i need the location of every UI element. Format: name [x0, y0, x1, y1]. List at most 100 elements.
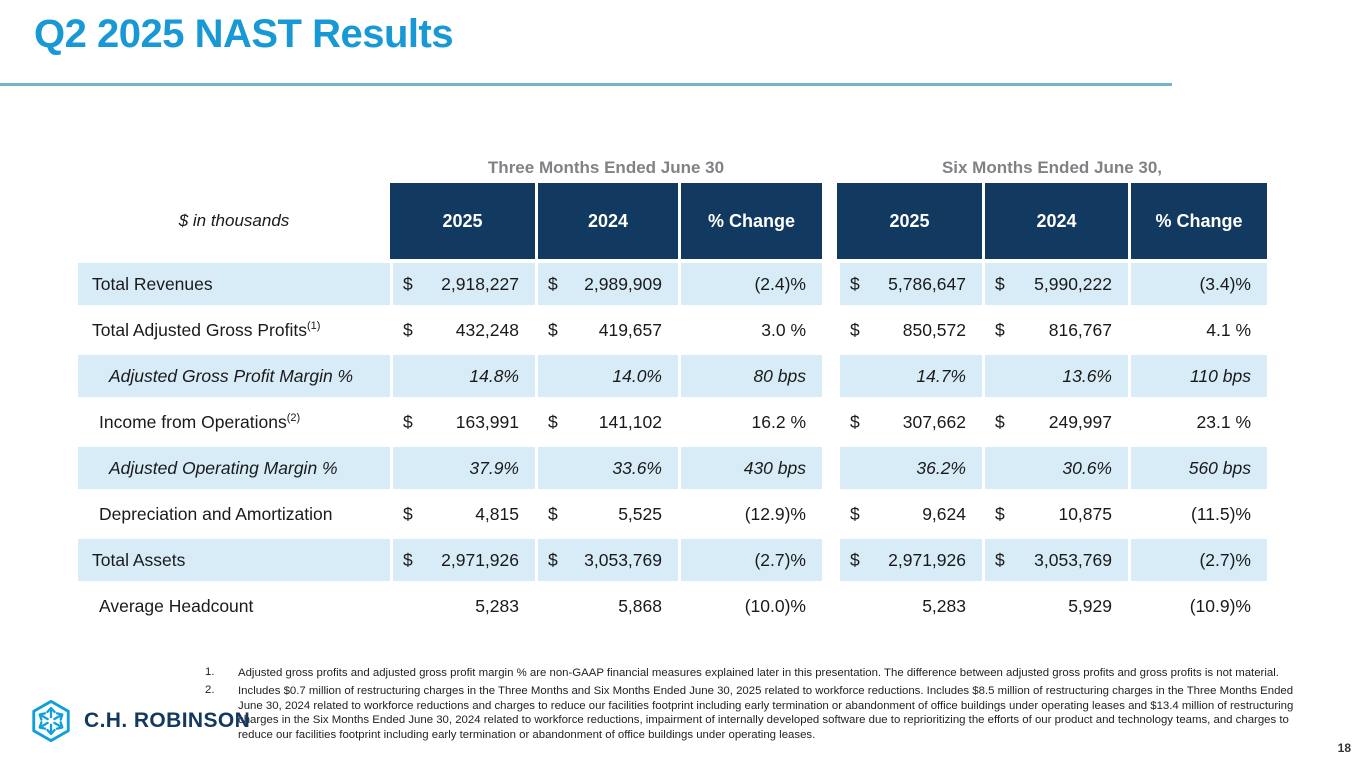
chrobinson-hexagon-icon	[32, 699, 70, 743]
cell-value: (10.0)%	[744, 595, 806, 616]
table-cell: $9,624	[837, 493, 982, 539]
cell-value: 5,786,647	[888, 273, 966, 294]
row-label: Total Assets	[78, 539, 390, 585]
cell-value: 419,657	[598, 319, 662, 340]
cell-value: 249,997	[1048, 411, 1112, 432]
column-gap	[822, 447, 837, 493]
column-gap	[822, 585, 837, 631]
column-header-2024: 2024	[535, 183, 678, 263]
cell-value: 23.1 %	[1196, 411, 1251, 432]
cell-value: 14.0%	[612, 365, 662, 386]
cell-value: 3,053,769	[584, 549, 662, 570]
row-label: Income from Operations (2)	[78, 401, 390, 447]
table-cell: 110 bps	[1128, 355, 1267, 401]
table-corner-spacer	[78, 158, 390, 183]
table-cell: $432,248	[390, 309, 535, 355]
row-label: Adjusted Gross Profit Margin %	[78, 355, 390, 401]
page-title: Q2 2025 NAST Results	[34, 12, 454, 56]
column-gap	[822, 309, 837, 355]
cell-dollar: $	[850, 503, 860, 524]
footnote-text: Includes $0.7 million of restructuring c…	[238, 684, 1294, 742]
cell-value: 560 bps	[1188, 457, 1251, 478]
cell-value: (10.9)%	[1189, 595, 1251, 616]
column-gap	[822, 263, 837, 309]
footnote-text: Adjusted gross profits and adjusted gros…	[238, 667, 1279, 679]
table-cell: 5,868	[535, 585, 678, 631]
table-cell: 5,929	[982, 585, 1128, 631]
cell-dollar: $	[548, 273, 558, 294]
units-label: $ in thousands	[78, 183, 390, 263]
cell-value: 110 bps	[1190, 365, 1251, 386]
footnotes: 1. Adjusted gross profits and adjusted g…	[205, 666, 1310, 746]
table-cell: 560 bps	[1128, 447, 1267, 493]
row-label-text: Average Headcount	[99, 595, 254, 616]
table-cell: $141,102	[535, 401, 678, 447]
group-title-three-months: Three Months Ended June 30	[487, 158, 725, 177]
table-cell: $5,525	[535, 493, 678, 539]
column-gap	[822, 183, 837, 263]
cell-value: 16.2 %	[751, 411, 806, 432]
cell-value: 2,918,227	[441, 273, 519, 294]
column-header-2024: 2024	[982, 183, 1128, 263]
column-header-2025: 2025	[837, 183, 982, 263]
table-cell: 3.0 %	[678, 309, 822, 355]
table-cell: $2,989,909	[535, 263, 678, 309]
row-label: Total Revenues	[78, 263, 390, 309]
table-cell: 14.0%	[535, 355, 678, 401]
cell-value: (11.5)%	[1191, 503, 1251, 524]
row-label-text: Total Adjusted Gross Profits	[92, 319, 307, 340]
cell-value: (3.4)%	[1199, 273, 1251, 294]
cell-value: 14.8%	[469, 365, 519, 386]
cell-value: 2,989,909	[584, 273, 662, 294]
cell-dollar: $	[403, 411, 413, 432]
footnote-number: 1.	[205, 666, 215, 678]
footnote-number: 2.	[205, 683, 215, 696]
table-cell: $4,815	[390, 493, 535, 539]
row-label: Adjusted Operating Margin %	[78, 447, 390, 493]
table-cell: 80 bps	[678, 355, 822, 401]
cell-dollar: $	[995, 503, 1005, 524]
table-cell: 430 bps	[678, 447, 822, 493]
cell-value: 5,929	[1068, 595, 1112, 616]
cell-value: (2.7)%	[754, 549, 806, 570]
cell-value: 9,624	[922, 503, 966, 524]
cell-dollar: $	[995, 273, 1005, 294]
table-cell: 4.1 %	[1128, 309, 1267, 355]
row-label-text: Depreciation and Amortization	[99, 503, 333, 524]
column-gap	[822, 401, 837, 447]
table-cell: $3,053,769	[982, 539, 1128, 585]
table-cell: $5,786,647	[837, 263, 982, 309]
financial-results-table: Three Months Ended June 30 Six Months En…	[78, 158, 1267, 631]
cell-value: 850,572	[902, 319, 966, 340]
table-cell: $850,572	[837, 309, 982, 355]
table-cell: 13.6%	[982, 355, 1128, 401]
cell-dollar: $	[995, 549, 1005, 570]
table-cell: $249,997	[982, 401, 1128, 447]
cell-value: (2.7)%	[1199, 549, 1251, 570]
row-label-text: Total Revenues	[92, 273, 213, 294]
table-cell: $163,991	[390, 401, 535, 447]
column-header-pct-change: % Change	[678, 183, 822, 263]
cell-value: 5,283	[475, 595, 519, 616]
column-gap	[822, 355, 837, 401]
footnote-2: 2. Includes $0.7 million of restructurin…	[205, 684, 1310, 743]
cell-value: 3.0 %	[761, 319, 806, 340]
column-header-2025: 2025	[390, 183, 535, 263]
column-gap	[822, 493, 837, 539]
table-cell: (3.4)%	[1128, 263, 1267, 309]
cell-value: 430 bps	[743, 457, 806, 478]
table-cell: (12.9)%	[678, 493, 822, 539]
cell-value: 13.6%	[1062, 365, 1112, 386]
cell-value: 5,525	[618, 503, 662, 524]
cell-dollar: $	[995, 411, 1005, 432]
table-cell: 30.6%	[982, 447, 1128, 493]
table-cell: (2.4)%	[678, 263, 822, 309]
cell-value: 37.9%	[469, 457, 519, 478]
table-cell: 37.9%	[390, 447, 535, 493]
table-cell: 36.2%	[837, 447, 982, 493]
cell-dollar: $	[995, 319, 1005, 340]
table-cell: $3,053,769	[535, 539, 678, 585]
cell-dollar: $	[403, 549, 413, 570]
cell-value: 2,971,926	[888, 549, 966, 570]
cell-dollar: $	[850, 411, 860, 432]
